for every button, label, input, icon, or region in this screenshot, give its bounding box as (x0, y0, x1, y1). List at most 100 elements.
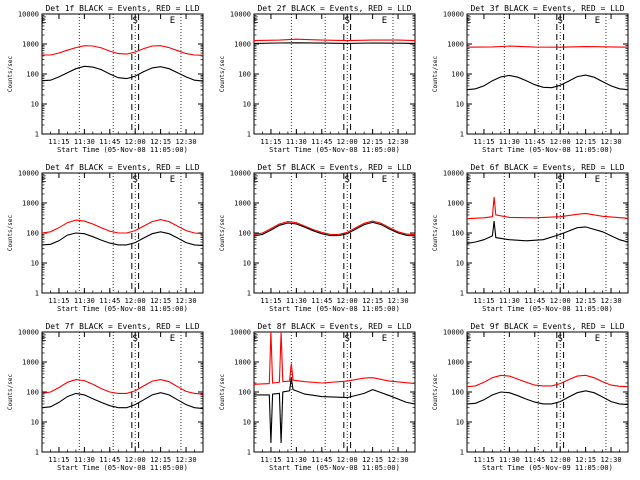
x-tick-label: 11:30 (499, 297, 520, 305)
y-tick-label: 1 (460, 290, 464, 298)
y-axis-label: Counts/sec (432, 56, 439, 93)
y-tick-label: 10000 (230, 170, 251, 178)
x-axis-label: Start Time (05-Nov-08 11:05:00) (269, 464, 400, 472)
interval-marker: S (557, 16, 562, 26)
x-tick-label: 12:00 (550, 456, 571, 464)
series-lld-line (466, 45, 629, 48)
plot-frame (253, 13, 416, 135)
series-events-line (254, 377, 416, 444)
interval-marker: S (132, 334, 137, 344)
interval-marker: E (253, 175, 258, 185)
x-tick-label: 12:00 (125, 297, 146, 305)
x-tick-label: 12:30 (388, 456, 409, 464)
x-tick-label: 11:45 (524, 138, 545, 146)
series-lld-line (41, 219, 204, 235)
x-axis-label: Start Time (05-Nov-09 11:05:00) (482, 464, 613, 472)
x-tick-label: 11:15 (473, 456, 494, 464)
y-tick-label: 10000 (18, 329, 39, 337)
panel-4: Det 4f BLACK = Events, RED = LLD 1 10 100 10… (7, 163, 204, 313)
interval-marker: S (344, 175, 349, 185)
interval-marker: E (170, 334, 175, 344)
x-tick-label: 12:15 (362, 297, 383, 305)
y-tick-label: 100 (451, 389, 464, 397)
x-tick-label: 12:15 (150, 456, 171, 464)
interval-marker: E (41, 175, 46, 185)
interval-marker: E (41, 16, 46, 26)
panel-3: Det 3f BLACK = Events, RED = LLD 1 10 100 10… (432, 4, 629, 154)
y-tick-label: 1 (460, 131, 464, 139)
x-tick-label: 11:15 (48, 138, 69, 146)
panel-5: Det 5f BLACK = Events, RED = LLD 1 10 100 10… (219, 163, 416, 313)
x-tick-label: 12:30 (388, 297, 409, 305)
series-events-line (41, 231, 204, 247)
series-events-line (41, 392, 204, 410)
y-tick-label: 10 (243, 419, 251, 427)
y-axis-label: Counts/sec (7, 374, 14, 411)
y-tick-label: 1 (247, 290, 251, 298)
series-lld-line (466, 374, 629, 388)
y-tick-label: 10 (31, 101, 39, 109)
interval-marker: E (382, 16, 387, 26)
x-axis-label: Start Time (05-Nov-08 11:05:00) (57, 146, 188, 154)
x-tick-label: 12:00 (550, 297, 571, 305)
y-axis-label: Counts/sec (7, 56, 14, 93)
panel-title: Det 2f BLACK = Events, RED = LLD (257, 4, 411, 13)
y-tick-label: 10000 (443, 11, 464, 19)
x-tick-label: 11:45 (524, 456, 545, 464)
y-tick-label: 1000 (234, 41, 251, 49)
panel-title: Det 7f BLACK = Events, RED = LLD (45, 322, 199, 331)
x-tick-label: 11:45 (311, 138, 332, 146)
y-tick-label: 1 (247, 449, 251, 457)
interval-marker: S (344, 334, 349, 344)
x-tick-label: 12:15 (362, 456, 383, 464)
x-tick-label: 12:15 (575, 297, 596, 305)
x-tick-label: 11:30 (74, 138, 95, 146)
y-tick-label: 1000 (234, 200, 251, 208)
x-tick-label: 12:00 (125, 456, 146, 464)
y-tick-label: 1000 (447, 41, 464, 49)
series-events-line (41, 65, 204, 82)
y-tick-label: 10 (456, 419, 464, 427)
y-tick-label: 10000 (443, 329, 464, 337)
y-axis-label: Counts/sec (219, 374, 226, 411)
y-tick-label: 10 (456, 260, 464, 268)
x-axis-label: Start Time (05-Nov-08 11:05:00) (57, 464, 188, 472)
y-tick-label: 100 (451, 230, 464, 238)
x-tick-label: 11:15 (48, 456, 69, 464)
x-tick-label: 12:30 (176, 138, 197, 146)
x-tick-label: 12:15 (575, 456, 596, 464)
x-tick-label: 12:30 (601, 138, 622, 146)
interval-marker: E (382, 175, 387, 185)
series-lld-line (41, 379, 204, 395)
series-events-line (466, 221, 629, 244)
panel-title: Det 3f BLACK = Events, RED = LLD (470, 4, 624, 13)
series-events-line (466, 74, 629, 91)
x-tick-label: 12:00 (337, 456, 358, 464)
x-tick-label: 11:30 (286, 456, 307, 464)
x-tick-label: 11:45 (99, 456, 120, 464)
y-tick-label: 1 (35, 131, 39, 139)
x-tick-label: 11:30 (499, 138, 520, 146)
panel-title: Det 8f BLACK = Events, RED = LLD (257, 322, 411, 331)
panel-6: Det 6f BLACK = Events, RED = LLD 1 10 100 10… (432, 163, 629, 313)
interval-marker: E (170, 16, 175, 26)
panel-9: Det 9f BLACK = Events, RED = LLD 1 10 100 10… (432, 322, 629, 472)
y-tick-label: 10000 (18, 11, 39, 19)
series-lld-line (253, 220, 416, 236)
x-tick-label: 12:00 (337, 297, 358, 305)
x-tick-label: 12:30 (388, 138, 409, 146)
panel-7: Det 7f BLACK = Events, RED = LLD 1 10 100 10… (7, 322, 204, 472)
y-tick-label: 10000 (443, 170, 464, 178)
series-events-line (253, 221, 416, 237)
panel-title: Det 5f BLACK = Events, RED = LLD (257, 163, 411, 172)
y-axis-label: Counts/sec (219, 56, 226, 93)
series-lld-line (253, 331, 416, 385)
interval-marker: E (382, 334, 387, 344)
x-tick-label: 12:30 (176, 297, 197, 305)
x-tick-label: 11:15 (260, 297, 281, 305)
interval-marker: S (557, 175, 562, 185)
x-tick-label: 12:15 (362, 138, 383, 146)
y-tick-label: 1 (35, 449, 39, 457)
series-events-line (253, 42, 416, 44)
series-lld-line (253, 38, 416, 42)
